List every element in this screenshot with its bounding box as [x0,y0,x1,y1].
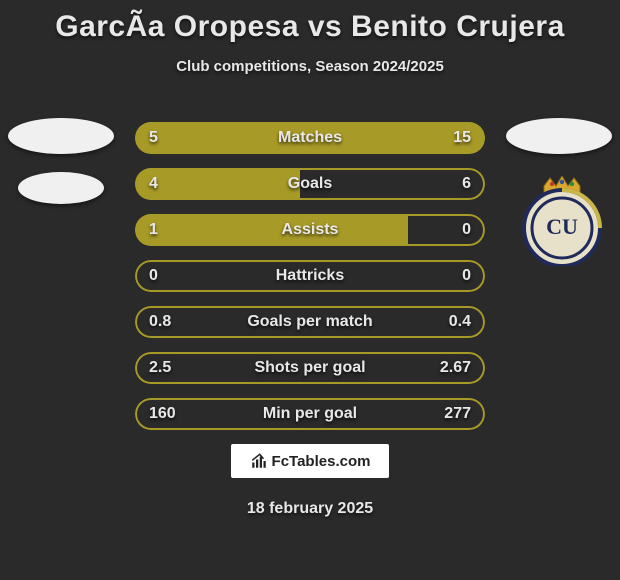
stat-label: Min per goal [135,398,485,430]
stat-right-value: 2.67 [440,352,471,384]
stat-row: 4Goals6 [135,168,485,200]
stat-right-value: 15 [453,122,471,154]
stat-right-value: 6 [462,168,471,200]
stat-row: 2.5Shots per goal2.67 [135,352,485,384]
branding-badge: FcTables.com [231,444,389,478]
svg-text:CU: CU [546,214,578,239]
stat-row: 160Min per goal277 [135,398,485,430]
stat-label: Hattricks [135,260,485,292]
stat-label: Goals [135,168,485,200]
stat-row: 0Hattricks0 [135,260,485,292]
comparison-rows: 5Matches154Goals61Assists00Hattricks00.8… [135,122,485,444]
right-club-badge: CU [514,176,610,266]
page-date: 18 february 2025 [0,500,620,518]
branding-chart-icon [250,452,268,470]
stat-right-value: 0 [462,214,471,246]
stat-row: 0.8Goals per match0.4 [135,306,485,338]
page-title: GarcÃ­a Oropesa vs Benito Crujera [0,0,620,44]
stat-label: Matches [135,122,485,154]
stat-label: Shots per goal [135,352,485,384]
club-badge-icon: CU [514,176,610,266]
stat-row: 1Assists0 [135,214,485,246]
left-club-logo-1 [8,118,114,154]
stat-right-value: 0 [462,260,471,292]
right-club-logo-1 [506,118,612,154]
branding-text: FcTables.com [272,453,371,470]
stat-right-value: 277 [444,398,471,430]
stat-right-value: 0.4 [449,306,471,338]
stat-row: 5Matches15 [135,122,485,154]
page-subtitle: Club competitions, Season 2024/2025 [0,58,620,75]
left-club-logo-2 [18,172,104,204]
stat-label: Assists [135,214,485,246]
stat-label: Goals per match [135,306,485,338]
